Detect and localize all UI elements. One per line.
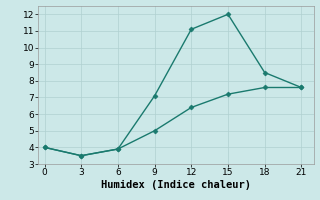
X-axis label: Humidex (Indice chaleur): Humidex (Indice chaleur) xyxy=(101,180,251,190)
